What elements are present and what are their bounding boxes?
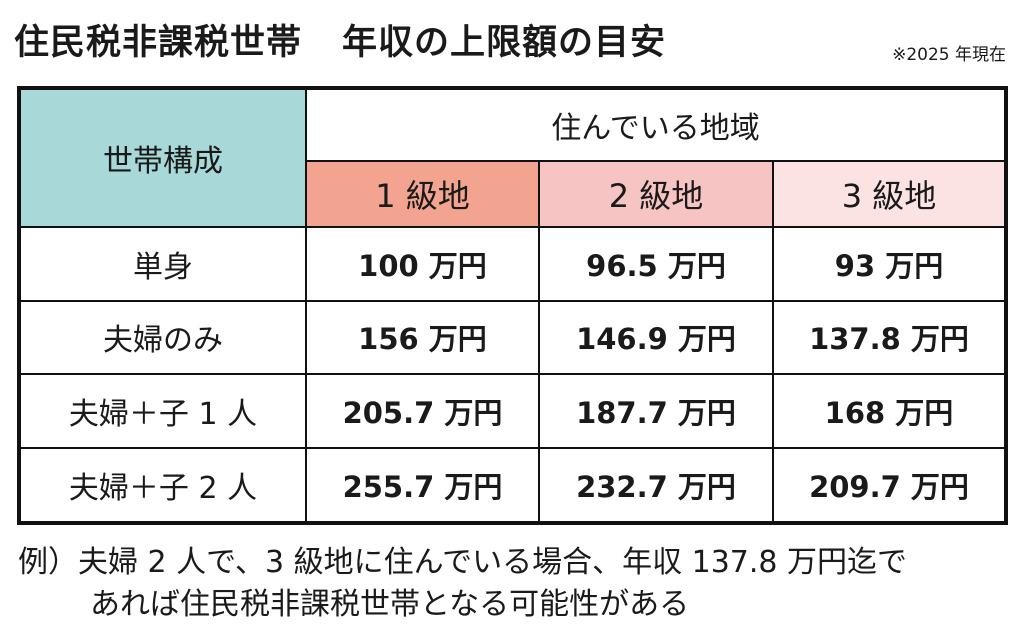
- level-1-header: 1 級地: [305, 160, 540, 228]
- value-cell: 255.7 万円: [305, 446, 540, 525]
- value-cell: 209.7 万円: [772, 446, 1007, 525]
- value-cell: 96.5 万円: [538, 226, 774, 302]
- value-cell: 146.9 万円: [538, 299, 774, 376]
- value-cell: 93 万円: [772, 226, 1007, 302]
- page-title: 住民税非課税世帯 年収の上限額の目安: [14, 14, 666, 65]
- title-main: 住民税非課税世帯: [14, 23, 303, 63]
- header-row-levels: 1 級地 2 級地 3 級地: [19, 160, 1007, 228]
- income-limit-table: 世帯構成 住んでいる地域 1 級地 2 級地 3 級地 単身 100 万円 96…: [17, 86, 1008, 525]
- row-label-couple-one-child: 夫婦＋子 1 人: [18, 373, 307, 449]
- value-cell: 100 万円: [305, 226, 540, 302]
- row-label-single: 単身: [18, 226, 307, 302]
- row-label-couple: 夫婦のみ: [18, 299, 307, 376]
- table-row: 夫婦＋子 2 人 255.7 万円 232.7 万円 209.7 万円: [18, 446, 1007, 525]
- title-sub: 年収の上限額の目安: [342, 23, 667, 63]
- value-cell: 156 万円: [305, 299, 540, 376]
- table-row: 夫婦＋子 1 人 205.7 万円 187.7 万円 168 万円: [18, 373, 1007, 449]
- example-note: 例）夫婦 2 人で、3 級地に住んでいる場合、年収 137.8 万円迄で あれば…: [18, 542, 907, 626]
- table-row: 夫婦のみ 156 万円 146.9 万円 137.8 万円: [18, 299, 1007, 376]
- value-cell: 232.7 万円: [538, 446, 774, 525]
- example-line-1: 例）夫婦 2 人で、3 級地に住んでいる場合、年収 137.8 万円迄で: [18, 545, 908, 580]
- row-label-couple-two-children: 夫婦＋子 2 人: [18, 446, 307, 525]
- level-2-header: 2 級地: [538, 160, 774, 228]
- region-header: 住んでいる地域: [305, 87, 1007, 162]
- value-cell: 168 万円: [772, 373, 1007, 449]
- value-cell: 205.7 万円: [305, 373, 540, 449]
- value-cell: 187.7 万円: [538, 373, 774, 449]
- date-note: ※2025 年現在: [892, 45, 1006, 65]
- value-cell: 137.8 万円: [772, 299, 1007, 376]
- level-3-header: 3 級地: [772, 160, 1007, 228]
- table-row: 単身 100 万円 96.5 万円 93 万円: [18, 226, 1007, 302]
- household-config-header: 世帯構成: [18, 87, 307, 228]
- header-row-region: 世帯構成 住んでいる地域: [18, 87, 1007, 228]
- example-line-2: あれば住民税非課税世帯となる可能性がある: [90, 587, 690, 622]
